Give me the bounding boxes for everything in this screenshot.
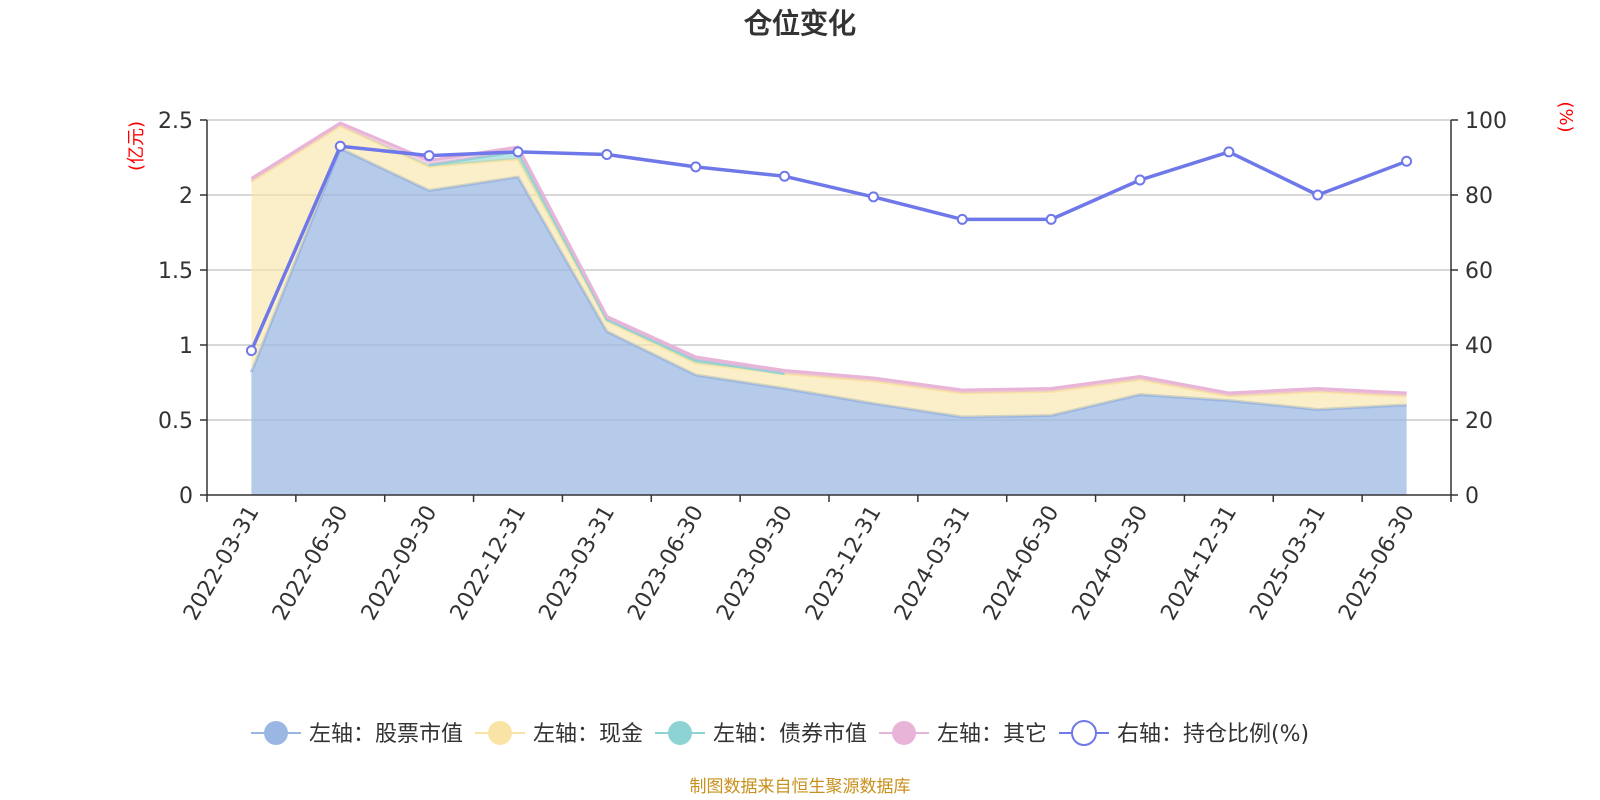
stacked-areas	[250, 121, 1407, 495]
right-axis-tick-label: 0	[1465, 484, 1479, 509]
x-axis-label: 2023-06-30	[623, 502, 709, 625]
x-axis-label: 2022-09-30	[357, 501, 443, 624]
left-axis-tick-label: 1.5	[158, 259, 193, 284]
area-line-3	[250, 121, 1407, 395]
legend-marker	[264, 721, 288, 745]
ratio-line	[249, 144, 1408, 352]
right-axis-tick-label: 40	[1465, 334, 1493, 359]
legend-label: 左轴：其它	[937, 722, 1047, 747]
ratio-point	[1045, 213, 1057, 225]
ratio-point	[867, 191, 879, 203]
legend-marker	[488, 721, 512, 745]
chart-title: 仓位变化	[744, 7, 856, 40]
right-axis-unit: (%)	[1555, 101, 1576, 132]
x-axis-label: 2024-12-31	[1156, 502, 1242, 625]
ratio-point	[1312, 189, 1324, 201]
ratio-point	[779, 170, 791, 182]
area-1	[251, 126, 1407, 417]
ratio-point	[601, 149, 613, 160]
left-axis-tick-label: 0.5	[158, 409, 193, 434]
ratio-point	[1401, 155, 1413, 167]
right-axis-tick-label: 80	[1465, 184, 1493, 209]
left-axis-tick-label: 2	[179, 184, 193, 209]
legend-marker	[1071, 720, 1097, 746]
legend: 左轴：股票市值 左轴：现金 左轴：债券市值 左轴：其它 右轴：持仓比例(%)	[251, 720, 1309, 747]
right-axis-tick-label: 20	[1465, 409, 1493, 434]
ratio-point	[423, 150, 435, 162]
legend-item-2: 左轴：债券市值	[655, 721, 867, 747]
legend-item-4: 右轴：持仓比例(%)	[1059, 720, 1309, 747]
legend-item-3: 左轴：其它	[879, 721, 1047, 747]
x-axis-label: 2023-03-31	[534, 502, 620, 625]
legend-item-0: 左轴：股票市值	[251, 721, 463, 747]
ratio-point	[690, 161, 702, 173]
left-axis-tick-label: 1	[179, 334, 193, 359]
data-source-note: 制图数据来自恒生聚源数据库	[690, 777, 911, 797]
ratio-point	[1134, 174, 1146, 186]
legend-item-1: 左轴：现金	[475, 721, 643, 747]
ratio-point	[1223, 146, 1235, 158]
x-axis-label: 2023-09-30	[712, 502, 798, 625]
ratio-point	[956, 213, 968, 225]
legend-marker	[892, 721, 916, 745]
x-axis-label: 2022-06-30	[268, 502, 354, 625]
ratio-point	[512, 146, 524, 158]
right-axis-tick-label: 100	[1465, 109, 1507, 134]
legend-label: 左轴：债券市值	[713, 722, 867, 747]
x-axis-label: 2024-09-30	[1068, 502, 1154, 625]
legend-marker	[668, 721, 692, 745]
x-axis-label: 2025-06-30	[1334, 502, 1420, 625]
area-0	[251, 148, 1407, 495]
x-axis-label: 2023-12-31	[801, 502, 887, 625]
left-axis-tick-label: 0	[179, 484, 193, 509]
x-axis-label: 2022-03-31	[179, 502, 265, 625]
left-axis-tick-label: 2.5	[158, 109, 193, 134]
x-axis-label: 2024-03-31	[890, 501, 976, 624]
ratio-point	[245, 345, 257, 357]
right-axis-tick-label: 60	[1465, 259, 1493, 284]
x-axis-label: 2022-12-31	[446, 502, 532, 625]
legend-label: 左轴：股票市值	[309, 722, 463, 747]
left-axis-unit: (亿元)	[126, 121, 147, 171]
legend-label: 右轴：持仓比例(%)	[1117, 722, 1309, 747]
x-axis-label: 2025-03-31	[1245, 502, 1331, 625]
x-axis-label: 2024-06-30	[979, 502, 1065, 625]
legend-label: 左轴：现金	[533, 722, 643, 747]
ratio-point	[334, 140, 346, 152]
position-ratio-line	[245, 140, 1413, 357]
